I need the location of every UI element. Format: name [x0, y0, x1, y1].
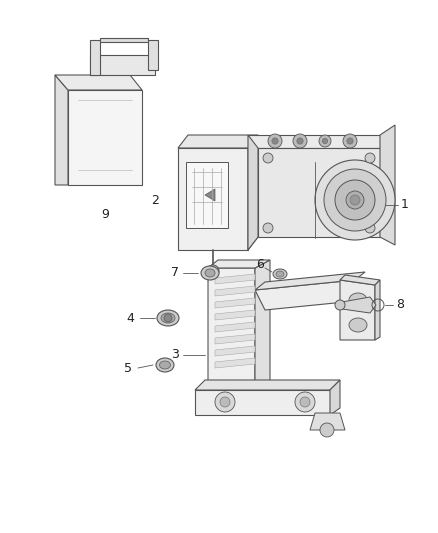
- Circle shape: [365, 223, 375, 233]
- Polygon shape: [90, 40, 100, 75]
- Text: 3: 3: [171, 349, 179, 361]
- Polygon shape: [340, 280, 375, 340]
- Text: 9: 9: [101, 208, 109, 222]
- Polygon shape: [68, 90, 142, 185]
- Polygon shape: [310, 413, 345, 430]
- Polygon shape: [380, 125, 395, 245]
- Polygon shape: [195, 380, 340, 390]
- Polygon shape: [178, 135, 258, 148]
- Circle shape: [335, 300, 345, 310]
- Ellipse shape: [161, 313, 175, 323]
- Polygon shape: [248, 135, 380, 148]
- Text: 5: 5: [124, 361, 132, 375]
- Ellipse shape: [159, 361, 170, 369]
- Ellipse shape: [349, 293, 367, 307]
- Text: 8: 8: [396, 298, 404, 311]
- Polygon shape: [340, 275, 380, 285]
- Circle shape: [207, 265, 219, 277]
- Ellipse shape: [156, 358, 174, 372]
- Circle shape: [300, 397, 310, 407]
- Polygon shape: [255, 280, 365, 310]
- Polygon shape: [255, 272, 365, 290]
- Polygon shape: [248, 135, 258, 250]
- Circle shape: [350, 195, 360, 205]
- Circle shape: [297, 138, 303, 144]
- Polygon shape: [148, 40, 158, 70]
- Polygon shape: [186, 162, 228, 228]
- Polygon shape: [215, 298, 255, 308]
- Polygon shape: [215, 274, 255, 284]
- Polygon shape: [258, 148, 380, 237]
- Circle shape: [272, 138, 278, 144]
- Circle shape: [263, 223, 273, 233]
- Polygon shape: [195, 390, 330, 415]
- Ellipse shape: [335, 180, 375, 220]
- Ellipse shape: [205, 269, 215, 277]
- Circle shape: [347, 138, 353, 144]
- Ellipse shape: [349, 318, 367, 332]
- Polygon shape: [215, 346, 255, 356]
- Polygon shape: [55, 75, 142, 90]
- Polygon shape: [55, 75, 68, 185]
- Polygon shape: [255, 260, 270, 390]
- Polygon shape: [90, 55, 155, 75]
- Circle shape: [215, 392, 235, 412]
- Ellipse shape: [315, 160, 395, 240]
- Circle shape: [164, 314, 172, 322]
- Polygon shape: [205, 189, 215, 201]
- Polygon shape: [215, 322, 255, 332]
- Polygon shape: [100, 38, 148, 42]
- Polygon shape: [248, 135, 258, 250]
- Polygon shape: [215, 358, 255, 368]
- Circle shape: [263, 153, 273, 163]
- Text: 4: 4: [126, 311, 134, 325]
- Circle shape: [295, 392, 315, 412]
- Polygon shape: [330, 380, 340, 415]
- Ellipse shape: [273, 269, 287, 279]
- Circle shape: [220, 397, 230, 407]
- Text: 7: 7: [171, 266, 179, 279]
- Polygon shape: [375, 280, 380, 340]
- Polygon shape: [215, 286, 255, 296]
- Polygon shape: [208, 268, 255, 405]
- Ellipse shape: [324, 169, 386, 231]
- Ellipse shape: [201, 266, 219, 280]
- Text: 2: 2: [151, 193, 159, 206]
- Text: 1: 1: [401, 198, 409, 212]
- Circle shape: [322, 138, 328, 144]
- Polygon shape: [215, 334, 255, 344]
- Ellipse shape: [157, 310, 179, 326]
- Polygon shape: [342, 297, 376, 313]
- Ellipse shape: [276, 271, 284, 277]
- Circle shape: [365, 153, 375, 163]
- Circle shape: [320, 423, 334, 437]
- Ellipse shape: [346, 191, 364, 209]
- Polygon shape: [178, 148, 248, 250]
- Circle shape: [268, 134, 282, 148]
- Circle shape: [293, 134, 307, 148]
- Polygon shape: [208, 260, 270, 268]
- Text: 6: 6: [256, 259, 264, 271]
- Circle shape: [319, 135, 331, 147]
- Circle shape: [343, 134, 357, 148]
- Polygon shape: [215, 310, 255, 320]
